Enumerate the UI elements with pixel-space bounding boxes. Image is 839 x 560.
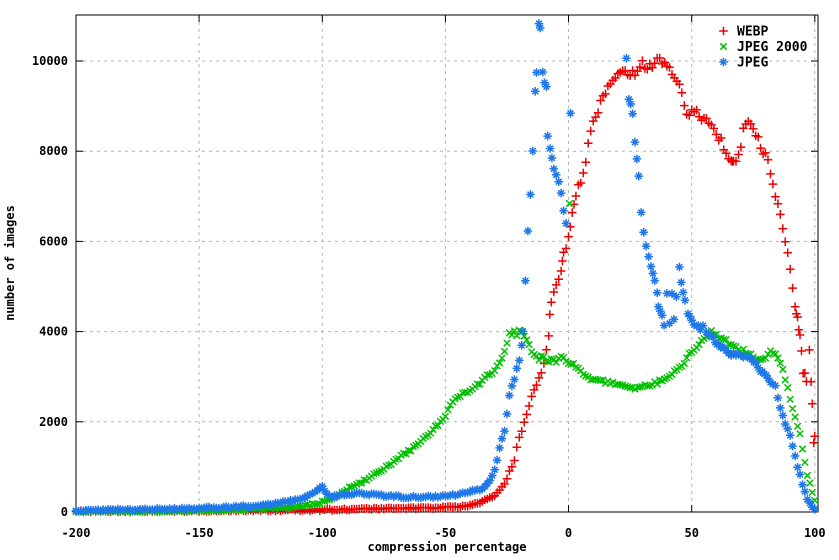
- legend-label: JPEG 2000: [737, 40, 808, 55]
- x-tick-label: -50: [435, 526, 457, 540]
- series-webp: [71, 53, 820, 517]
- y-tick-label: 10000: [32, 54, 68, 68]
- x-tick-label: -100: [308, 526, 337, 540]
- y-tick-label: 2000: [39, 415, 68, 429]
- legend-marker-jpeg: [719, 57, 728, 67]
- y-tick-label: 8000: [39, 144, 68, 158]
- grid-lines: [76, 15, 818, 512]
- y-tick-label: 4000: [39, 325, 68, 339]
- y-tick-label: 6000: [39, 234, 68, 248]
- axis-ticks: [75, 15, 818, 513]
- x-tick-label: -200: [62, 526, 91, 540]
- legend-marker-jpeg-2000: [719, 42, 728, 51]
- plot-border: [75, 14, 819, 513]
- y-tick-label: 0: [61, 505, 68, 519]
- series-jpeg: [71, 19, 820, 516]
- x-tick-label: 100: [804, 526, 826, 540]
- x-tick-label: 0: [565, 526, 572, 540]
- legend-label: WEBP: [737, 25, 768, 40]
- x-axis-title: compression percentage: [368, 540, 527, 554]
- x-tick-label: 50: [684, 526, 698, 540]
- y-axis-title: number of images: [3, 205, 17, 321]
- legend-marker-webp: [719, 26, 728, 36]
- legend-label: JPEG: [737, 56, 768, 71]
- x-tick-label: -150: [185, 526, 214, 540]
